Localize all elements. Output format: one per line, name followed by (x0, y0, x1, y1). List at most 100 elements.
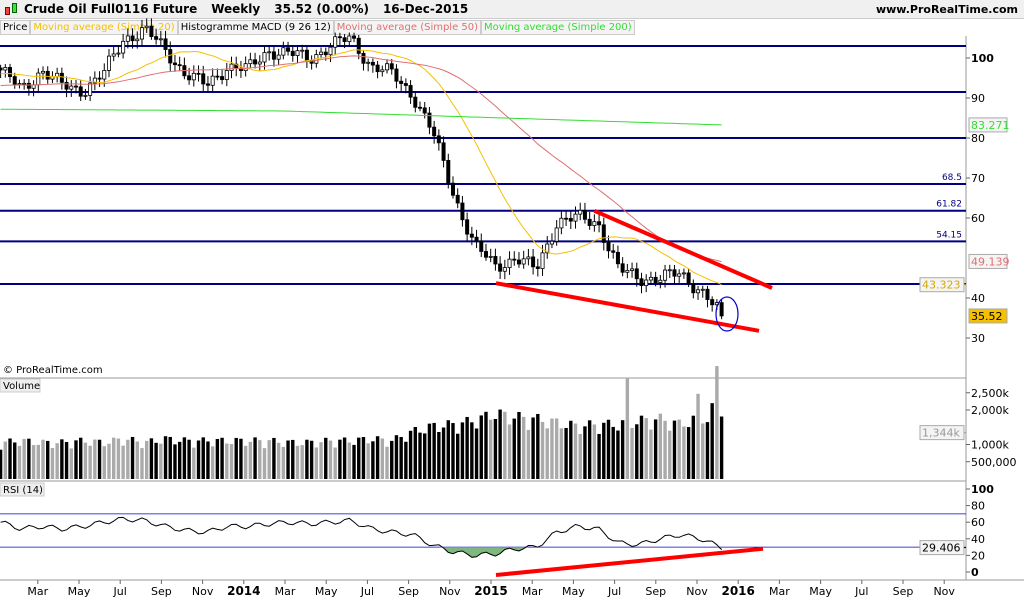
candle (196, 72, 201, 75)
volume-bar (46, 440, 50, 479)
volume-bar (611, 426, 615, 479)
candle (319, 51, 324, 55)
candle (554, 227, 559, 242)
volume-tick-label: 2,000k (971, 404, 1009, 417)
site-link[interactable]: www.ProRealTime.com (875, 3, 1018, 16)
volume-bar (215, 438, 220, 479)
volume-bar (295, 445, 300, 479)
volume-bar (79, 437, 83, 479)
candle (710, 299, 715, 306)
volume-bar (583, 426, 587, 479)
candle (22, 82, 27, 85)
volume-bar (710, 403, 714, 479)
candle (663, 269, 668, 281)
volume-bar (488, 419, 493, 479)
volume-bar (606, 419, 611, 479)
volume-bar (267, 440, 271, 479)
volume-bar (130, 436, 135, 479)
candle (224, 70, 229, 80)
candle (535, 266, 540, 269)
volume-bar (291, 439, 295, 479)
volume-tick-label: 2,500k (971, 387, 1009, 400)
rsi-tick-label: 60 (971, 516, 985, 529)
time-axis-label: 2014 (227, 584, 260, 598)
candle (413, 96, 418, 108)
candle (102, 69, 107, 80)
candle (573, 213, 578, 222)
volume-bar (309, 440, 314, 479)
volume-last: 1,344k (922, 427, 960, 440)
candle (526, 256, 531, 260)
candle (672, 269, 677, 277)
volume-bar (597, 433, 601, 479)
candle (26, 82, 31, 89)
legend-item[interactable]: Histogramme MACD (9 26 12) (177, 20, 334, 35)
candle (229, 63, 234, 71)
price-tag-ma200-box (968, 117, 1008, 133)
candle (304, 49, 309, 61)
volume-bar (116, 438, 121, 479)
candle (691, 283, 696, 294)
candle (380, 69, 385, 73)
volume-bar (545, 428, 549, 479)
candle (163, 38, 168, 50)
volume-bar (616, 430, 620, 479)
level-label: 54.15 (936, 230, 962, 240)
volume-bar (126, 439, 130, 479)
volume-bar (361, 437, 366, 479)
volume-bar (668, 430, 672, 479)
resistance-trendline (593, 208, 773, 290)
candle (696, 289, 701, 294)
volume-bar (635, 424, 639, 479)
candle (469, 233, 474, 238)
ma50-line (0, 55, 722, 263)
volume-bar (602, 422, 606, 479)
candle (677, 273, 682, 277)
price-tag-ma50: 49.139 (971, 255, 1010, 268)
candle (634, 268, 639, 280)
price-tick-label: 70 (971, 172, 985, 185)
legend-item[interactable]: Price (0, 20, 31, 35)
time-axis-label: Jul (854, 585, 868, 598)
candle (83, 94, 88, 97)
candle (248, 59, 253, 65)
volume-bar (380, 438, 385, 479)
volume-bar (36, 444, 40, 479)
candle (281, 47, 286, 56)
period[interactable]: Weekly (211, 2, 261, 16)
volume-bar (503, 411, 507, 479)
volume-bar (451, 423, 455, 479)
legend-item[interactable]: Moving average (Simple 200) (481, 20, 635, 35)
volume-bar (121, 445, 125, 479)
candle (337, 36, 342, 39)
volume-bar (413, 427, 417, 479)
volume-bar (446, 420, 450, 479)
candle (3, 67, 8, 71)
volume-bar (17, 445, 22, 479)
volume-bar (564, 427, 568, 479)
candle (483, 251, 488, 258)
volume-bar (672, 420, 677, 479)
volume-bar (102, 446, 106, 479)
price-tag-ma50-box (968, 253, 1008, 269)
candle (460, 202, 465, 221)
candle (465, 219, 470, 235)
volume-bar (493, 418, 498, 479)
candle (41, 70, 46, 74)
volume-bar (531, 417, 535, 479)
legend-item[interactable]: Moving average (Simple 50) (333, 20, 482, 35)
volume-bar (258, 440, 262, 479)
candle (644, 279, 649, 287)
volume-bar (366, 443, 370, 479)
volume-bar (281, 446, 286, 479)
candle (578, 209, 583, 215)
candle (705, 288, 710, 300)
candle (130, 35, 135, 42)
volume-bar (272, 437, 276, 479)
volume-bar (521, 416, 526, 479)
time-axis-label: Sep (893, 585, 914, 598)
volume-tick-label: 500,000 (971, 456, 1017, 469)
volume-bar (338, 439, 342, 479)
volume-bar (300, 445, 304, 479)
